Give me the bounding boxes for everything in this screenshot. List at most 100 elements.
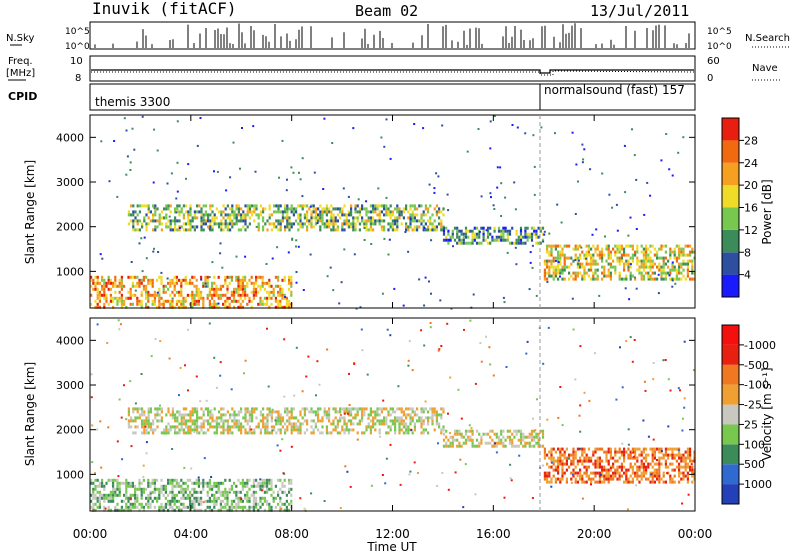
data-cell	[246, 284, 249, 288]
data-cell	[306, 219, 309, 223]
data-cell	[297, 228, 300, 232]
data-cell	[689, 259, 692, 263]
data-cell	[120, 505, 123, 509]
data-cell	[519, 435, 523, 439]
data-cell	[312, 431, 315, 435]
data-cell	[557, 416, 560, 419]
data-cell	[374, 219, 377, 223]
data-cell	[280, 507, 283, 510]
data-cell	[552, 277, 555, 281]
data-cell	[114, 290, 117, 294]
data-cell	[671, 447, 674, 451]
data-cell	[607, 250, 610, 254]
data-cell	[543, 277, 546, 281]
colorbar-swatch	[722, 185, 739, 208]
data-cell	[631, 247, 634, 251]
data-cell	[317, 407, 320, 411]
data-cell	[169, 219, 172, 223]
data-cell	[158, 493, 161, 497]
data-cell	[627, 468, 630, 472]
data-cell	[222, 493, 225, 497]
power-heatmap-cells	[90, 115, 696, 310]
data-cell	[224, 505, 227, 509]
data-cell	[447, 238, 450, 242]
data-cell	[528, 288, 531, 291]
data-cell	[235, 496, 238, 500]
data-cell	[598, 477, 601, 481]
data-cell	[383, 204, 386, 208]
data-cell	[383, 228, 386, 232]
data-cell	[295, 210, 298, 214]
data-cell	[255, 484, 258, 488]
data-cell	[563, 259, 566, 263]
data-cell	[108, 180, 111, 183]
data-cell	[411, 213, 414, 217]
data-cell	[301, 422, 304, 426]
data-cell	[424, 407, 427, 411]
data-cell	[598, 447, 601, 451]
data-cell	[517, 238, 520, 242]
data-cell	[673, 480, 676, 484]
data-cell	[297, 216, 300, 220]
data-cell	[125, 418, 128, 421]
data-cell	[195, 278, 198, 282]
data-cell	[452, 245, 454, 248]
data-cell	[193, 299, 196, 303]
data-cell	[266, 481, 269, 485]
data-cell	[187, 213, 190, 217]
data-cell	[440, 345, 443, 347]
data-cell	[537, 226, 540, 230]
data-cell	[480, 435, 483, 439]
data-cell	[542, 362, 545, 365]
data-cell	[248, 413, 251, 417]
data-cell	[251, 416, 254, 420]
data-cell	[279, 508, 282, 512]
data-cell	[585, 271, 588, 275]
data-cell	[222, 428, 225, 432]
data-cell	[312, 204, 315, 208]
data-cell	[620, 465, 623, 469]
data-cell	[281, 484, 284, 488]
data-cell	[268, 431, 271, 435]
data-cell	[266, 413, 269, 417]
data-cell	[357, 198, 360, 201]
data-cell	[343, 213, 346, 217]
data-cell	[678, 262, 681, 266]
data-cell	[266, 281, 269, 285]
data-cell	[533, 229, 536, 233]
data-cell	[216, 170, 219, 173]
data-cell	[206, 484, 209, 488]
data-cell	[286, 225, 289, 229]
data-cell	[255, 490, 258, 494]
data-cell	[160, 487, 163, 491]
data-cell	[601, 459, 604, 463]
data-cell	[240, 498, 243, 501]
data-cell	[334, 228, 337, 232]
data-cell	[189, 225, 192, 229]
data-cell	[680, 465, 683, 469]
data-cell	[349, 212, 352, 214]
data-cell	[372, 204, 375, 208]
data-cell	[268, 296, 271, 300]
data-cell	[431, 213, 434, 217]
data-cell	[143, 428, 146, 432]
data-cell	[277, 210, 280, 214]
data-cell	[215, 502, 218, 506]
data-cell	[237, 293, 240, 297]
data-cell	[607, 477, 610, 481]
data-cell	[186, 478, 189, 482]
data-cell	[239, 490, 242, 494]
data-cell	[207, 410, 210, 414]
data-cell	[246, 210, 249, 214]
data-cell	[281, 210, 284, 214]
data-cell	[283, 278, 286, 282]
data-cell	[402, 410, 405, 414]
data-cell	[176, 410, 179, 414]
data-cell	[636, 250, 639, 254]
data-cell	[389, 204, 392, 208]
data-cell	[664, 465, 667, 469]
data-cell	[464, 438, 468, 442]
data-cell	[239, 287, 242, 291]
data-cell	[623, 450, 626, 454]
data-cell	[458, 229, 461, 233]
